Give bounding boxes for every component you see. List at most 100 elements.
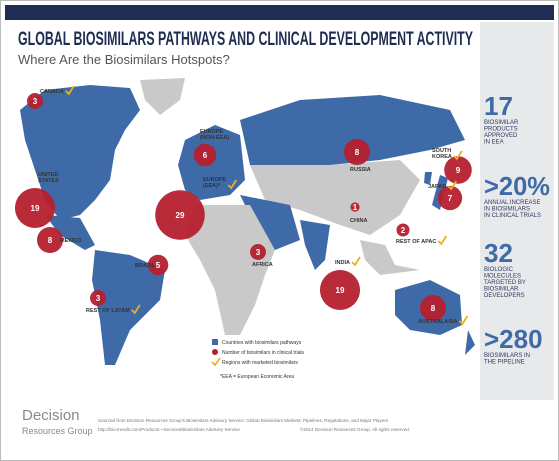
legend: Countries with biosimilars pathways Numb… <box>211 339 304 380</box>
trial-bubble <box>27 93 43 109</box>
trial-count: 29 <box>176 211 185 220</box>
region-label: REST OF APAC <box>396 239 436 245</box>
stat-label: IN BIOSIMILARS <box>484 207 530 213</box>
stat-label: PRODUCTS <box>484 127 518 133</box>
logo-bottom: Resources Group <box>22 426 93 436</box>
region-label: BRAZIL <box>135 263 156 269</box>
trial-bubble <box>444 156 472 184</box>
region-label: AUSTRALASIA <box>418 319 457 325</box>
stat-value: 17 <box>484 91 513 121</box>
legend-swatch <box>212 339 218 345</box>
legend-trials: Number of biosimilars in clinical trials <box>222 350 304 356</box>
region-label: CANADA <box>40 89 64 95</box>
legend-marketed: Regions with marketed biosimilars <box>222 360 298 366</box>
region-label: RUSSIA <box>350 167 371 173</box>
legend-pathways: Countries with biosimilars pathways <box>222 340 302 346</box>
region-label: CHINA <box>350 218 367 224</box>
south-america <box>92 250 165 365</box>
trial-count: 19 <box>31 204 40 213</box>
region-label: (EEA)* <box>203 183 221 189</box>
marketed-check <box>447 180 458 191</box>
stat-value: 32 <box>484 238 513 268</box>
stat-label: THE PIPELINE <box>484 360 525 366</box>
russia <box>240 95 465 170</box>
region-label: EUROPE <box>200 129 224 135</box>
stat-value: >280 <box>484 324 543 354</box>
north-america <box>20 85 140 220</box>
stat-value: >20% <box>484 171 550 201</box>
source: Sourced from Decision Resources Group's … <box>98 418 389 423</box>
legend-swatch <box>212 349 218 355</box>
world-map <box>20 78 475 365</box>
region-label: EUROPE <box>203 177 227 183</box>
url: http://bio-trends.com/Products-~Services… <box>98 427 240 432</box>
stat-label: BIOSIMILAR <box>484 287 519 293</box>
stat-label: IN EEA <box>484 140 504 146</box>
trial-count: 1 <box>353 203 358 212</box>
region-label: (NON-EEA) <box>200 135 229 141</box>
trial-count: 5 <box>156 261 161 270</box>
top-band <box>5 5 554 20</box>
trial-count: 19 <box>336 286 345 295</box>
trial-count: 9 <box>456 166 461 175</box>
marketed-check <box>351 256 361 267</box>
trial-count: 8 <box>431 304 436 313</box>
trial-bubble <box>343 138 371 166</box>
stat-label: BIOSIMILAR <box>484 120 519 126</box>
trial-bubble <box>250 244 266 260</box>
mexico <box>45 215 95 250</box>
trial-bubble <box>396 223 410 237</box>
trial-count: 2 <box>401 226 406 235</box>
footer: Decision Resources Group Sourced from De… <box>22 407 410 436</box>
trial-count: 8 <box>355 148 360 157</box>
region-label: AFRICA <box>252 262 273 268</box>
copyright: ©2014 Decision Resources Group. All righ… <box>300 426 410 432</box>
region-label: MEXICO <box>60 238 82 244</box>
asia <box>250 160 420 235</box>
trial-count: 3 <box>96 294 101 303</box>
trial-bubble <box>147 254 169 276</box>
logo-top: Decision <box>22 407 80 424</box>
trial-bubble <box>350 202 360 212</box>
stat-label: IN CLINICAL TRIALS <box>484 213 541 219</box>
legend-check <box>211 357 221 367</box>
marketed-check <box>227 179 237 190</box>
stat-label: ANNUAL INCREASE <box>484 200 540 206</box>
stats-panel <box>480 22 554 400</box>
trial-bubble <box>36 226 64 254</box>
trial-count: 8 <box>48 236 53 245</box>
region-label: SOUTH <box>432 148 451 154</box>
trial-bubble <box>437 185 463 211</box>
region-label: INDIA <box>335 260 350 266</box>
trial-bubble <box>319 269 361 311</box>
trial-bubble <box>14 187 56 229</box>
stat-label: BIOSIMILARS IN <box>484 353 530 359</box>
southeast-asia <box>360 240 420 275</box>
trial-count: 3 <box>256 248 261 257</box>
trial-bubble <box>419 294 447 322</box>
legend-note: *EEA = European Economic Area <box>220 374 294 380</box>
region-label: STATES <box>38 178 59 184</box>
trial-count: 6 <box>203 151 208 160</box>
africa <box>185 205 275 335</box>
stat-label: MOLECULES <box>484 274 521 280</box>
stat-label: DEVELOPERS <box>484 293 525 299</box>
region-label: KOREA <box>432 154 452 160</box>
greenland <box>140 78 185 115</box>
region-label: JAPAN <box>428 184 446 190</box>
korea <box>424 172 432 185</box>
middle-east <box>240 195 300 250</box>
stat-label: APPROVED <box>484 133 518 139</box>
marketed-check <box>131 304 141 315</box>
title: GLOBAL BIOSIMILARS PATHWAYS AND CLINICAL… <box>18 29 473 50</box>
marketed-check <box>453 150 463 161</box>
stat-label: TARGETED BY <box>484 280 526 286</box>
trial-bubble <box>90 290 106 306</box>
trial-count: 3 <box>33 97 38 106</box>
region-label: REST OF LATAM <box>86 308 130 314</box>
subtitle: Where Are the Biosimilars Hotspots? <box>18 52 230 67</box>
